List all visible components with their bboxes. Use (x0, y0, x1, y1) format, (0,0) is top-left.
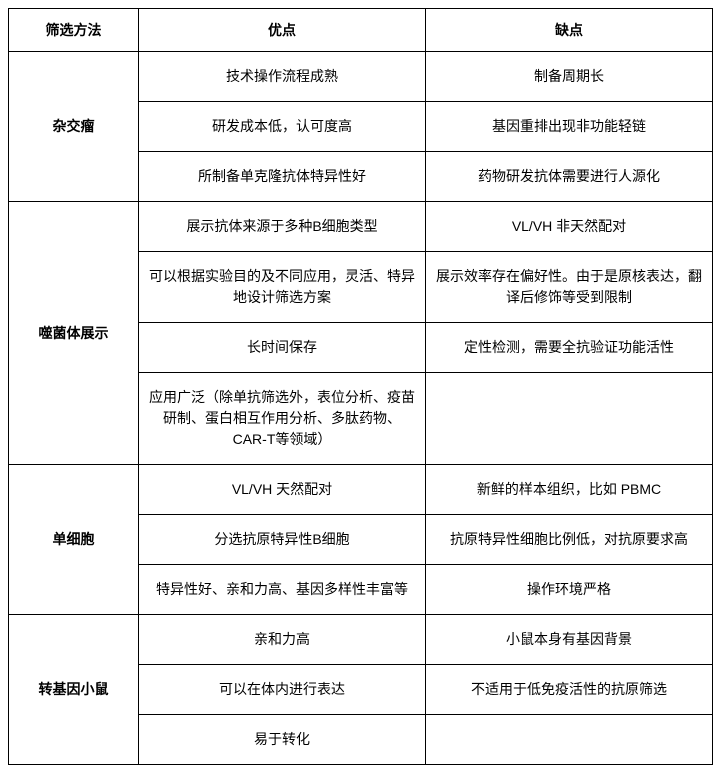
disadvantage-cell: 小鼠本身有基因背景 (426, 615, 713, 665)
disadvantage-cell: 定性检测，需要全抗验证功能活性 (426, 323, 713, 373)
disadvantage-cell: 新鲜的样本组织，比如 PBMC (426, 465, 713, 515)
col-header-disadvantages: 缺点 (426, 9, 713, 52)
table-row: 杂交瘤技术操作流程成熟制备周期长 (9, 52, 713, 102)
method-cell: 单细胞 (9, 465, 139, 615)
method-cell: 杂交瘤 (9, 52, 139, 202)
method-cell: 噬菌体展示 (9, 202, 139, 465)
advantage-cell: 研发成本低，认可度高 (139, 102, 426, 152)
advantage-cell: 可以根据实验目的及不同应用，灵活、特异地设计筛选方案 (139, 252, 426, 323)
col-header-advantages: 优点 (139, 9, 426, 52)
advantage-cell: 所制备单克隆抗体特异性好 (139, 152, 426, 202)
table-body: 杂交瘤技术操作流程成熟制备周期长研发成本低，认可度高基因重排出现非功能轻链所制备… (9, 52, 713, 765)
advantage-cell: 特异性好、亲和力高、基因多样性丰富等 (139, 565, 426, 615)
table-row: 噬菌体展示展示抗体来源于多种B细胞类型VL/VH 非天然配对 (9, 202, 713, 252)
comparison-table: 筛选方法 优点 缺点 杂交瘤技术操作流程成熟制备周期长研发成本低，认可度高基因重… (8, 8, 713, 765)
advantage-cell: 展示抗体来源于多种B细胞类型 (139, 202, 426, 252)
disadvantage-cell (426, 715, 713, 765)
disadvantage-cell: 操作环境严格 (426, 565, 713, 615)
advantage-cell: 技术操作流程成熟 (139, 52, 426, 102)
table-header-row: 筛选方法 优点 缺点 (9, 9, 713, 52)
table-row: 单细胞VL/VH 天然配对新鲜的样本组织，比如 PBMC (9, 465, 713, 515)
advantage-cell: 应用广泛（除单抗筛选外，表位分析、疫苗研制、蛋白相互作用分析、多肽药物、CAR-… (139, 373, 426, 465)
disadvantage-cell: 基因重排出现非功能轻链 (426, 102, 713, 152)
method-cell: 转基因小鼠 (9, 615, 139, 765)
disadvantage-cell (426, 373, 713, 465)
advantage-cell: 易于转化 (139, 715, 426, 765)
advantage-cell: VL/VH 天然配对 (139, 465, 426, 515)
disadvantage-cell: 展示效率存在偏好性。由于是原核表达，翻译后修饰等受到限制 (426, 252, 713, 323)
disadvantage-cell: 药物研发抗体需要进行人源化 (426, 152, 713, 202)
advantage-cell: 分选抗原特异性B细胞 (139, 515, 426, 565)
disadvantage-cell: 抗原特异性细胞比例低，对抗原要求高 (426, 515, 713, 565)
disadvantage-cell: 制备周期长 (426, 52, 713, 102)
disadvantage-cell: VL/VH 非天然配对 (426, 202, 713, 252)
disadvantage-cell: 不适用于低免疫活性的抗原筛选 (426, 665, 713, 715)
table-row: 转基因小鼠亲和力高小鼠本身有基因背景 (9, 615, 713, 665)
advantage-cell: 长时间保存 (139, 323, 426, 373)
advantage-cell: 亲和力高 (139, 615, 426, 665)
col-header-method: 筛选方法 (9, 9, 139, 52)
advantage-cell: 可以在体内进行表达 (139, 665, 426, 715)
